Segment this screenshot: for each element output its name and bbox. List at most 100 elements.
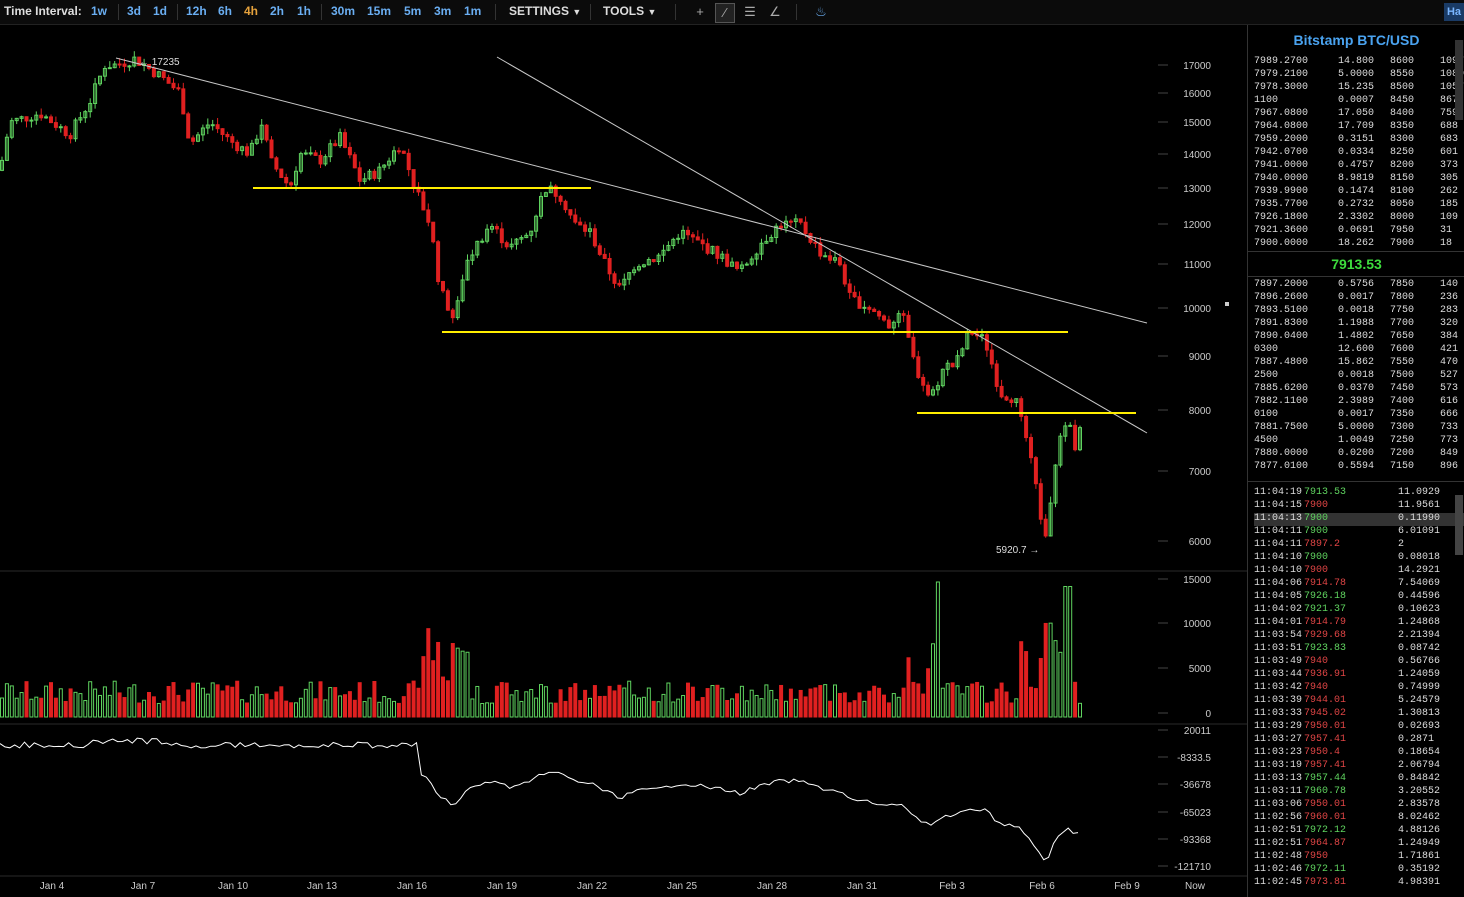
volume-bar bbox=[808, 688, 813, 718]
drawing-overlays[interactable] bbox=[115, 56, 1148, 434]
interval-30m[interactable]: 30m bbox=[331, 4, 356, 18]
candle-body bbox=[862, 306, 867, 309]
price-tick-label: 17000 bbox=[1183, 61, 1211, 72]
candle-body bbox=[24, 116, 29, 122]
trade-row: 11:03:39 7944.01 5.24579 bbox=[1254, 695, 1464, 708]
orderbook-cell: 7890.0400 bbox=[1254, 331, 1309, 342]
trade-amount: 0.56766 bbox=[1398, 656, 1441, 667]
orderbook-cell: 7350 bbox=[1390, 409, 1415, 420]
orderbook-cell: 7750 bbox=[1390, 305, 1415, 316]
candle-body bbox=[916, 356, 921, 378]
orderbook-cell: 7926.1800 bbox=[1254, 212, 1309, 223]
orderbook-row: 7896.2600 0.0017 7800 236 bbox=[1254, 292, 1464, 305]
orderbook-cell: 0.2732 bbox=[1338, 199, 1375, 210]
candle-body bbox=[357, 167, 362, 182]
volume-bar bbox=[19, 692, 24, 718]
volume-bar bbox=[225, 685, 230, 718]
interval-5m[interactable]: 5m bbox=[404, 4, 422, 18]
volume-bar bbox=[279, 686, 284, 718]
volume-bar bbox=[632, 694, 637, 718]
candle-body bbox=[49, 116, 53, 124]
trade-time: 11:03:19 bbox=[1254, 760, 1303, 771]
candle-body bbox=[911, 336, 916, 358]
interval-3d[interactable]: 3d bbox=[127, 4, 142, 18]
orderbook-cell: 7964.0800 bbox=[1254, 121, 1309, 132]
interval-12h[interactable]: 12h bbox=[186, 4, 207, 18]
candle-body bbox=[102, 67, 107, 77]
candle-body bbox=[940, 368, 945, 387]
interval-1w[interactable]: 1w bbox=[91, 4, 108, 18]
interval-2h[interactable]: 2h bbox=[270, 4, 285, 18]
settings-menu[interactable]: SETTINGS ▼ bbox=[509, 4, 581, 18]
candle-body bbox=[1009, 399, 1014, 404]
volume-bar bbox=[539, 684, 543, 718]
candle-body bbox=[632, 269, 637, 274]
volume-bar bbox=[823, 684, 828, 718]
volume-bar bbox=[764, 684, 769, 718]
candle-body bbox=[294, 170, 298, 186]
trade-amount: 0.2871 bbox=[1398, 734, 1435, 745]
trade-amount: 2.06794 bbox=[1398, 760, 1441, 771]
candle-body bbox=[651, 259, 656, 262]
candle-body bbox=[44, 116, 49, 119]
crosshair-icon[interactable]: + bbox=[696, 4, 704, 19]
candle-body bbox=[568, 209, 573, 216]
trades-scrollbar[interactable] bbox=[1455, 495, 1463, 555]
orderbook-cell: 1100 bbox=[1254, 95, 1279, 106]
candle-body bbox=[514, 238, 519, 245]
candle-body bbox=[852, 291, 857, 298]
fan-lines-icon[interactable]: ∠ bbox=[769, 4, 781, 19]
interval-15m[interactable]: 15m bbox=[367, 4, 392, 18]
trade-time: 11:04:13 bbox=[1254, 513, 1303, 524]
candle-body bbox=[509, 243, 514, 248]
price-tick-label: 10000 bbox=[1183, 304, 1211, 315]
orderbook-cell: 8300 bbox=[1390, 134, 1415, 145]
orderbook-cell: 109 bbox=[1440, 212, 1459, 223]
trade-row: 11:04:11 7897.2 2 bbox=[1254, 539, 1464, 552]
horizontal-lines-icon[interactable]: ☰ bbox=[744, 4, 756, 19]
trade-price: 7926.18 bbox=[1304, 591, 1347, 602]
candle-body bbox=[1043, 518, 1048, 537]
volume-bar bbox=[411, 680, 416, 718]
candle-body bbox=[0, 159, 4, 171]
volume-bar bbox=[83, 700, 88, 718]
orderbook-row: 7880.0000 0.0200 7200 849 bbox=[1254, 448, 1464, 461]
high-annotation: ← 17235 bbox=[139, 57, 180, 68]
volume-bar bbox=[161, 700, 166, 718]
orderbook-scrollbar[interactable] bbox=[1455, 40, 1463, 120]
interval-1h[interactable]: 1h bbox=[297, 4, 312, 18]
volume-bar bbox=[749, 689, 754, 718]
extra-button[interactable]: Ha bbox=[1444, 3, 1464, 21]
volume-bar bbox=[421, 656, 426, 718]
trendline-icon[interactable]: ∕ bbox=[715, 3, 735, 23]
volume-bar bbox=[833, 684, 837, 718]
tools-menu[interactable]: TOOLS ▼ bbox=[603, 4, 656, 18]
bell-icon[interactable]: ♨ bbox=[815, 4, 827, 19]
orderbook-cell: 8150 bbox=[1390, 173, 1415, 184]
trade-amount: 6.01091 bbox=[1398, 526, 1441, 537]
orderbook-cell: 384 bbox=[1440, 331, 1459, 342]
candle-body bbox=[764, 240, 769, 244]
volume-bar bbox=[705, 688, 710, 718]
orderbook-cell: 0.0334 bbox=[1338, 147, 1375, 158]
volume-bar bbox=[862, 700, 867, 718]
orderbook-row: 7900.0000 18.262 7900 18 bbox=[1254, 238, 1464, 251]
volume-bar bbox=[102, 686, 107, 718]
interval-3m[interactable]: 3m bbox=[434, 4, 452, 18]
volume-bar bbox=[690, 686, 695, 718]
candle-body bbox=[63, 126, 68, 137]
trade-row: 11:03:23 7950.4 0.18654 bbox=[1254, 747, 1464, 760]
trade-time: 11:03:06 bbox=[1254, 799, 1303, 810]
trade-time: 11:03:39 bbox=[1254, 695, 1303, 706]
price-chart[interactable]: ← 17235 5920.7 → 17000 16000 15000 14000 130… bbox=[0, 25, 1247, 897]
volume-bar bbox=[676, 698, 681, 718]
interval-4h[interactable]: 4h bbox=[244, 4, 259, 18]
interval-1m[interactable]: 1m bbox=[464, 4, 482, 18]
date-tick-label: Feb 6 bbox=[1029, 881, 1055, 892]
interval-6h[interactable]: 6h bbox=[218, 4, 233, 18]
orderbook-cell: 470 bbox=[1440, 357, 1459, 368]
volume-bar bbox=[1058, 651, 1063, 718]
trendline-steep bbox=[496, 56, 1148, 434]
interval-1d[interactable]: 1d bbox=[153, 4, 168, 18]
volume-bar bbox=[475, 685, 480, 718]
